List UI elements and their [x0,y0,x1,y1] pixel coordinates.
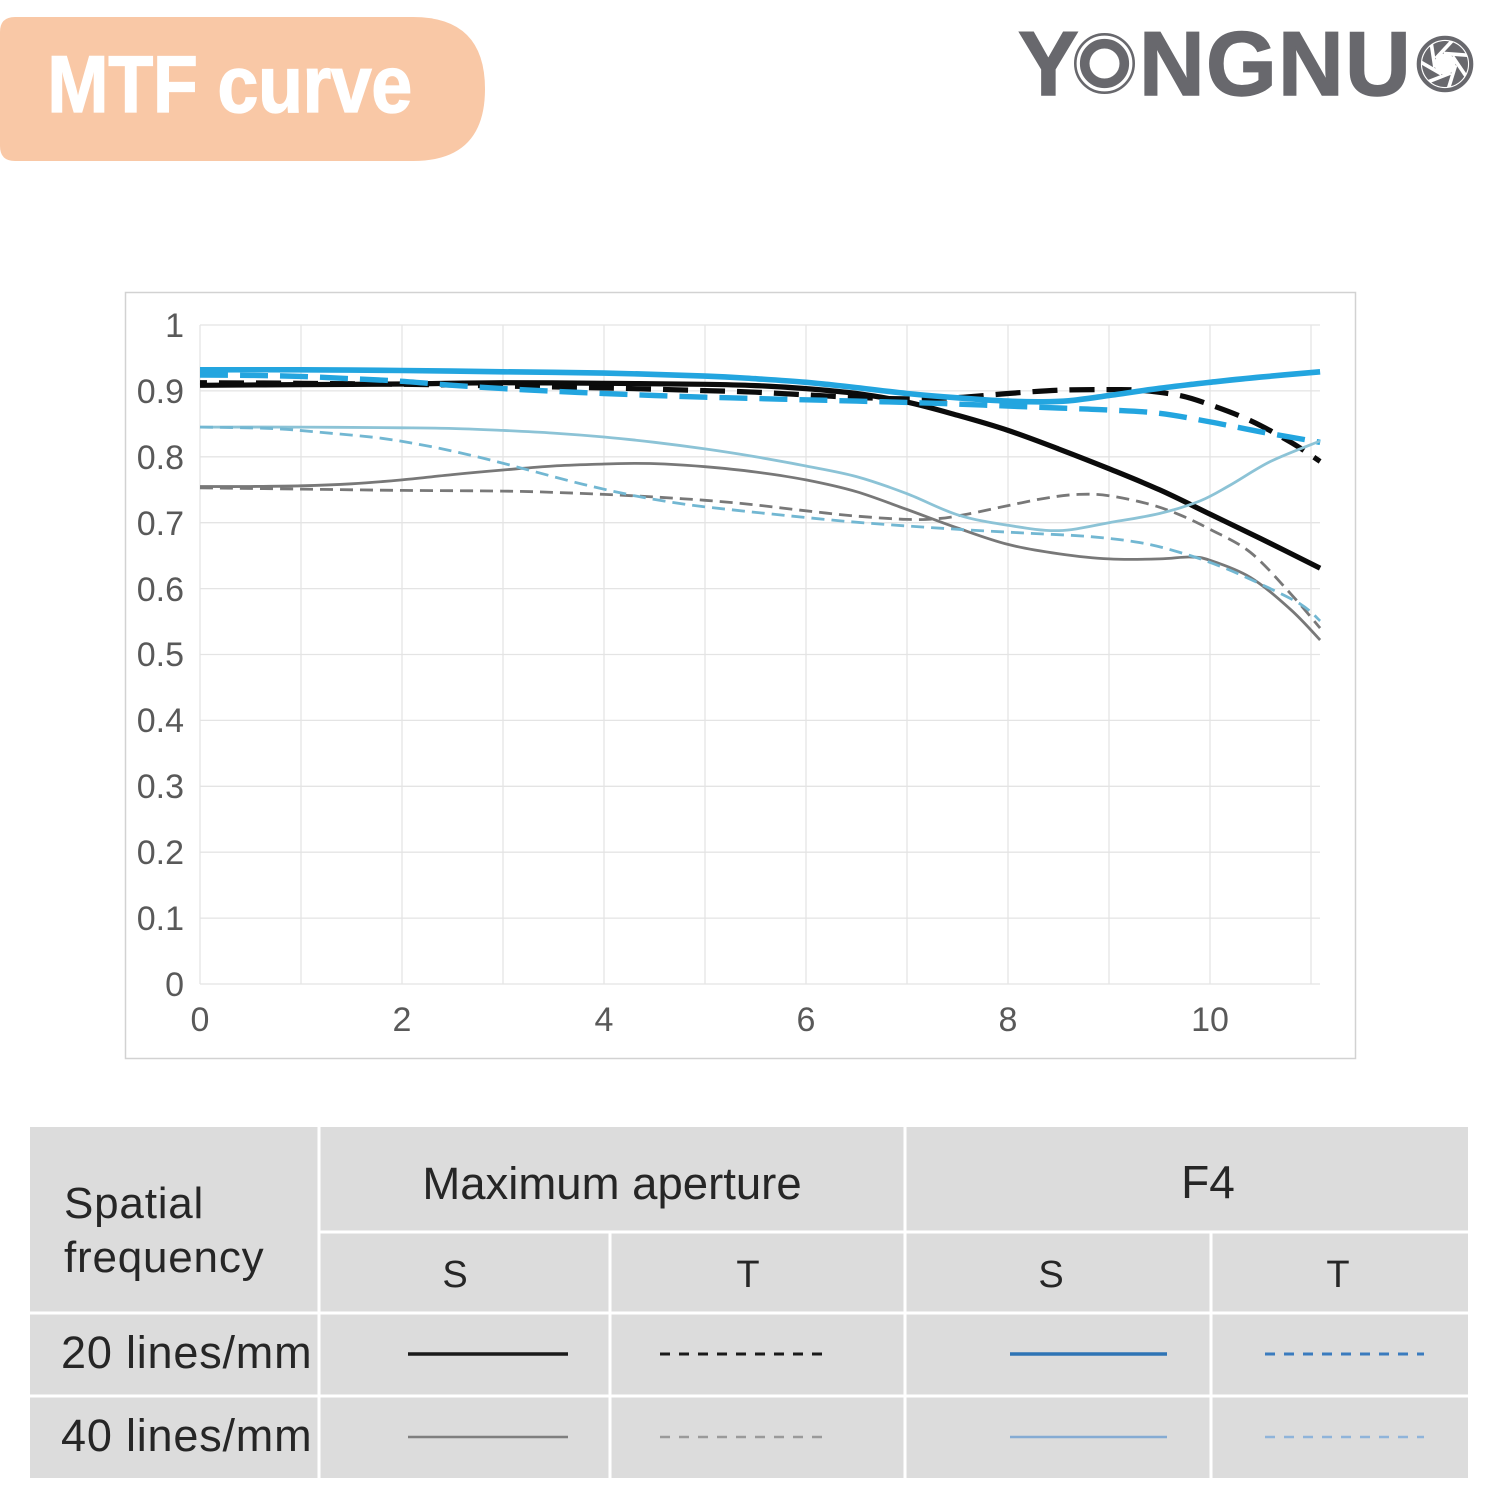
svg-text:S: S [1038,1254,1063,1296]
svg-text:F4: F4 [1181,1156,1235,1208]
svg-text:Spatial: Spatial [64,1179,204,1228]
svg-text:4: 4 [595,1001,614,1039]
svg-text:T: T [736,1254,759,1296]
svg-text:0.8: 0.8 [137,439,184,477]
svg-text:40 lines/mm: 40 lines/mm [61,1410,312,1461]
svg-text:6: 6 [797,1001,816,1039]
svg-text:0: 0 [191,1001,210,1039]
svg-text:0.9: 0.9 [137,373,184,411]
svg-text:0.6: 0.6 [137,571,184,609]
svg-text:S: S [442,1254,467,1296]
svg-text:N: N [1139,14,1205,115]
svg-text:1: 1 [165,307,184,345]
svg-text:G: G [1206,14,1277,115]
svg-text:N: N [1278,14,1344,115]
svg-text:0.1: 0.1 [137,900,184,938]
svg-text:U: U [1345,14,1411,115]
svg-text:MTF curve: MTF curve [47,40,412,130]
svg-text:8: 8 [999,1001,1018,1039]
svg-text:20 lines/mm: 20 lines/mm [61,1327,312,1378]
svg-text:frequency: frequency [64,1233,264,1282]
svg-text:T: T [1326,1254,1349,1296]
svg-text:10: 10 [1191,1001,1229,1039]
svg-text:Y: Y [1018,14,1079,115]
svg-text:0: 0 [165,966,184,1004]
svg-text:2: 2 [393,1001,412,1039]
svg-text:0.4: 0.4 [137,702,184,740]
svg-text:0.3: 0.3 [137,768,184,806]
svg-text:0.2: 0.2 [137,834,184,872]
svg-text:0.5: 0.5 [137,636,184,674]
svg-text:Maximum aperture: Maximum aperture [422,1158,801,1209]
svg-text:0.7: 0.7 [137,505,184,543]
